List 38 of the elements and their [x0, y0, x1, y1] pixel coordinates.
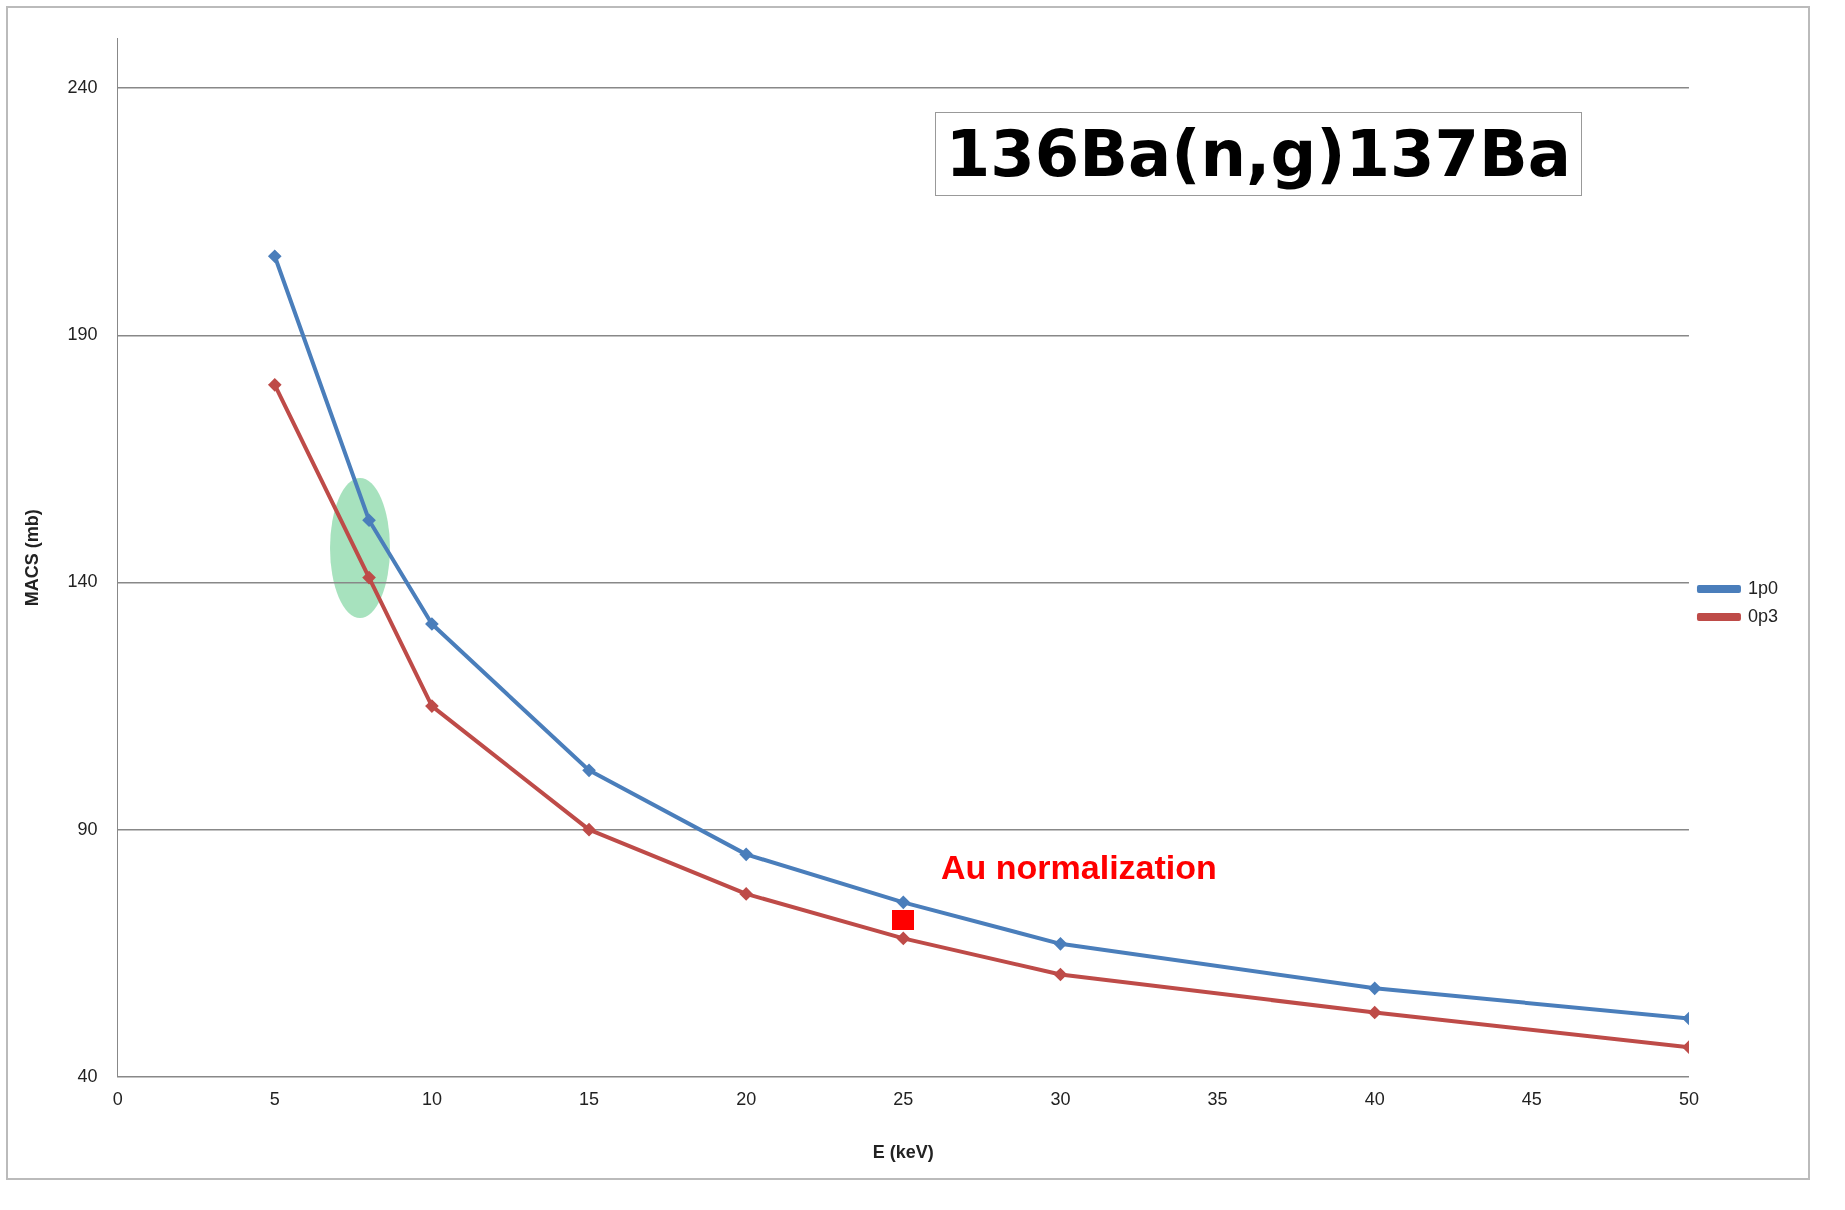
- y-tick-label: 190: [67, 324, 98, 345]
- point: [897, 896, 910, 909]
- x-tick-label: 30: [1050, 1088, 1071, 1109]
- y-tick-label: 140: [67, 571, 98, 592]
- x-tick-label: 50: [1678, 1088, 1699, 1109]
- point: [583, 764, 596, 777]
- point: [1054, 937, 1067, 950]
- point: [1368, 1006, 1381, 1019]
- x-tick-label: 20: [736, 1088, 757, 1109]
- x-tick-label: 40: [1364, 1088, 1385, 1109]
- point: [363, 571, 376, 584]
- legend-label: 0p3: [1747, 605, 1779, 626]
- x-tick-label: 45: [1521, 1088, 1542, 1109]
- point: [1054, 968, 1067, 981]
- point: [268, 250, 281, 263]
- legend-label: 1p0: [1747, 577, 1779, 598]
- y-axis-title: MACS (mb): [21, 509, 42, 607]
- point: [425, 618, 438, 631]
- y-tick-label: 240: [67, 77, 98, 98]
- point: [1368, 982, 1381, 995]
- point: [740, 848, 753, 861]
- point: [583, 823, 596, 836]
- x-tick-label: 10: [421, 1088, 442, 1109]
- point: [425, 700, 438, 713]
- annotation: Au normalization: [941, 847, 1217, 886]
- x-tick-label: 5: [269, 1088, 280, 1109]
- text: 136Ba(n,g)137Ba: [934, 112, 1583, 197]
- x-tick-label: 25: [893, 1088, 914, 1109]
- x-tick-label: 35: [1207, 1088, 1228, 1109]
- point: [363, 514, 376, 527]
- point: [740, 887, 753, 900]
- y-tick-label: 40: [77, 1065, 98, 1086]
- x-axis-title: E (keV): [872, 1142, 934, 1163]
- point: [897, 932, 910, 945]
- point: [268, 378, 281, 391]
- y-tick-label: 90: [77, 818, 98, 839]
- x-tick-label: 15: [579, 1088, 600, 1109]
- x-tick-label: 0: [112, 1088, 123, 1109]
